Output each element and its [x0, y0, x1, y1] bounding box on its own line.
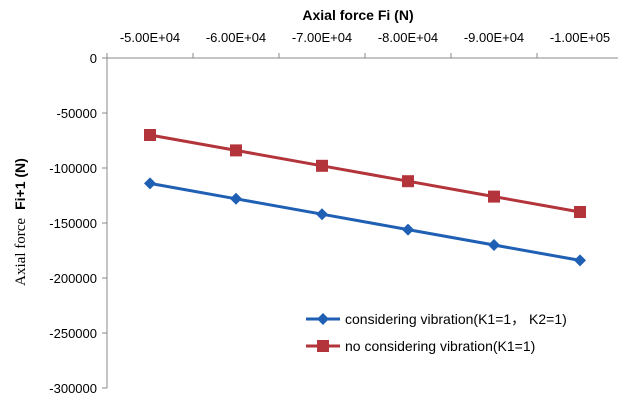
y-tick-label: -100000: [49, 161, 97, 176]
y-axis-title-prefix: Axial force: [13, 218, 29, 286]
data-point-square: [574, 206, 586, 218]
legend-item-no-considering-vibration: no considering vibration(K1=1): [306, 338, 535, 354]
series-line-considering-vibration: [149, 181, 581, 262]
legend-item-considering-vibration: considering vibration(K1=1， K2=1): [306, 311, 567, 327]
data-point-square: [144, 129, 156, 141]
x-axis-tick-labels: -5.00E+04 -6.00E+04 -7.00E+04 -8.00E+04 -9.0…: [120, 30, 610, 45]
legend-label-considering-vibration: considering vibration(K1=1， K2=1): [345, 311, 567, 327]
series-layer: [144, 129, 586, 267]
y-tick-label: -200000: [49, 271, 97, 286]
x-tick-label: -9.00E+04: [464, 30, 524, 45]
y-axis-tick-labels: 0 -50000 -100000 -150000 -200000 -250000 -3000…: [49, 51, 97, 396]
x-tick-label: -6.00E+04: [206, 30, 266, 45]
data-point-square: [402, 175, 414, 188]
legend-marker-diamond: [317, 313, 329, 325]
y-tick-label: -50000: [57, 106, 97, 121]
axis-tick-marks: [102, 53, 538, 389]
y-tick-label: -250000: [49, 326, 97, 341]
y-tick-label: 0: [90, 51, 97, 66]
data-point-square: [316, 159, 328, 172]
data-point-diamond: [402, 223, 414, 236]
legend-marker-square: [317, 340, 329, 352]
series-line-no-considering-vibration: [149, 133, 581, 214]
data-point-diamond: [144, 177, 156, 190]
legend-label-no-considering-vibration: no considering vibration(K1=1): [345, 338, 535, 354]
data-point-diamond: [574, 254, 586, 267]
data-point-square: [488, 190, 500, 203]
x-tick-label: -1.00E+05: [550, 30, 610, 45]
y-axis-title: Axial force Fi+1 (N): [12, 158, 29, 286]
x-tick-label: -5.00E+04: [120, 30, 180, 45]
legend: considering vibration(K1=1， K2=1) no con…: [306, 311, 567, 354]
y-axis-title-suffix: Fi+1 (N): [12, 158, 28, 210]
x-tick-label: -7.00E+04: [292, 30, 352, 45]
x-tick-label: -8.00E+04: [378, 30, 438, 45]
data-point-diamond: [316, 208, 328, 221]
data-point-diamond: [488, 239, 500, 251]
y-tick-label: -300000: [49, 381, 97, 396]
x-axis-title: Axial force Fi (N): [302, 7, 413, 23]
data-point-diamond: [230, 192, 242, 205]
y-tick-label: -150000: [49, 216, 97, 231]
data-point-square: [230, 144, 242, 157]
